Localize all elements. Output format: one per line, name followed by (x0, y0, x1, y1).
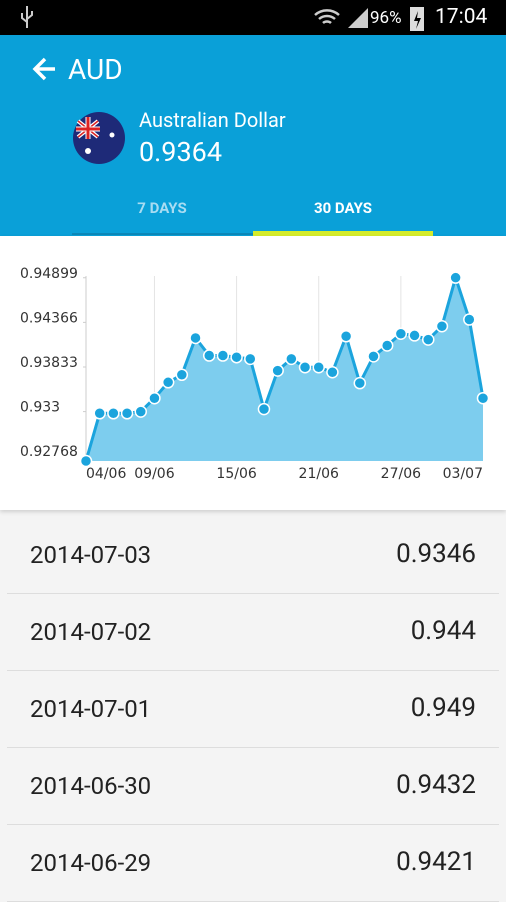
point (408, 329, 421, 342)
point (148, 391, 161, 405)
rate: 0.9364 (139, 136, 222, 168)
rate-value: 0.9421 (396, 847, 476, 877)
y-tick-label: 0.93833 (20, 355, 78, 371)
battery-text: 96% (370, 8, 402, 28)
rate-row[interactable]: 2014-07-02 0.944 (7, 593, 499, 671)
status-bar: 96% 17:04 (0, 0, 506, 35)
x-tick-label: 03/07 (443, 466, 483, 482)
point (449, 271, 462, 284)
clock: 17:04 (435, 5, 488, 29)
rate-value: 0.9432 (396, 770, 476, 800)
x-tick-label: 09/06 (134, 466, 174, 482)
x-tick-label: 15/06 (216, 466, 256, 482)
date: 2014-07-02 (30, 618, 152, 646)
rate-row[interactable]: 2014-07-03 0.9346 (7, 516, 499, 594)
point (326, 366, 339, 379)
chart-card: 04/06 09/06 15/06 21/06 27/06 03/07 0.92768 0.9… (0, 236, 506, 510)
point (271, 364, 284, 377)
date: 2014-07-03 (30, 541, 152, 569)
point (134, 405, 148, 418)
point (435, 319, 449, 333)
point (353, 376, 367, 390)
rate-value: 0.949 (410, 693, 476, 723)
x-tick-label: 04/06 (86, 466, 126, 482)
rate-value: 0.944 (410, 616, 476, 646)
chart: 04/06 09/06 15/06 21/06 27/06 03/07 0.92768 0.9… (20, 266, 490, 482)
point (216, 349, 230, 362)
flag (73, 112, 125, 164)
point (244, 352, 257, 366)
tab-divider (72, 233, 253, 235)
back-button[interactable] (31, 55, 59, 83)
currency-code: AUD (68, 53, 123, 86)
rate-row[interactable]: 2014-06-29 0.9421 (7, 824, 499, 902)
point (312, 360, 325, 374)
rate-row[interactable]: 2014-07-01 0.949 (7, 670, 499, 748)
point (476, 391, 490, 405)
point (230, 350, 243, 364)
rate-value: 0.9346 (396, 539, 476, 569)
point (380, 339, 394, 352)
point (93, 407, 106, 420)
usb-icon (21, 6, 33, 28)
point (161, 376, 175, 389)
battery-icon (410, 7, 424, 31)
point (257, 402, 271, 416)
y-tick-label: 0.94366 (20, 310, 78, 326)
point (107, 407, 120, 420)
tab[interactable]: 7 DAYS (137, 199, 187, 217)
y-tick-label: 0.933 (20, 400, 60, 416)
tab-indicator (253, 231, 433, 236)
area (86, 277, 483, 461)
point (298, 360, 312, 374)
x-tick-label: 21/06 (299, 466, 339, 482)
point (189, 331, 202, 345)
currency-name: Australian Dollar (139, 108, 286, 132)
point (202, 349, 216, 362)
point (367, 350, 380, 363)
date: 2014-07-01 (30, 695, 152, 723)
x-tick-label: 27/06 (381, 466, 421, 482)
header: AUD Australian Dollar 0.9364 7 DAYS 30 D… (0, 35, 506, 236)
point (79, 454, 93, 468)
y-tick-label: 0.94899 (20, 266, 78, 282)
point (285, 352, 298, 366)
signal-icons (314, 8, 368, 28)
point (120, 407, 134, 420)
y-tick-label: 0.92768 (20, 444, 78, 460)
date: 2014-06-30 (30, 772, 152, 800)
point (175, 368, 189, 382)
point (339, 330, 353, 343)
point (463, 313, 476, 326)
rate-row[interactable]: 2014-06-30 0.9432 (7, 747, 499, 825)
date: 2014-06-29 (30, 849, 152, 877)
point (394, 327, 408, 341)
point (421, 333, 435, 346)
tab[interactable]: 30 DAYS (313, 199, 373, 217)
